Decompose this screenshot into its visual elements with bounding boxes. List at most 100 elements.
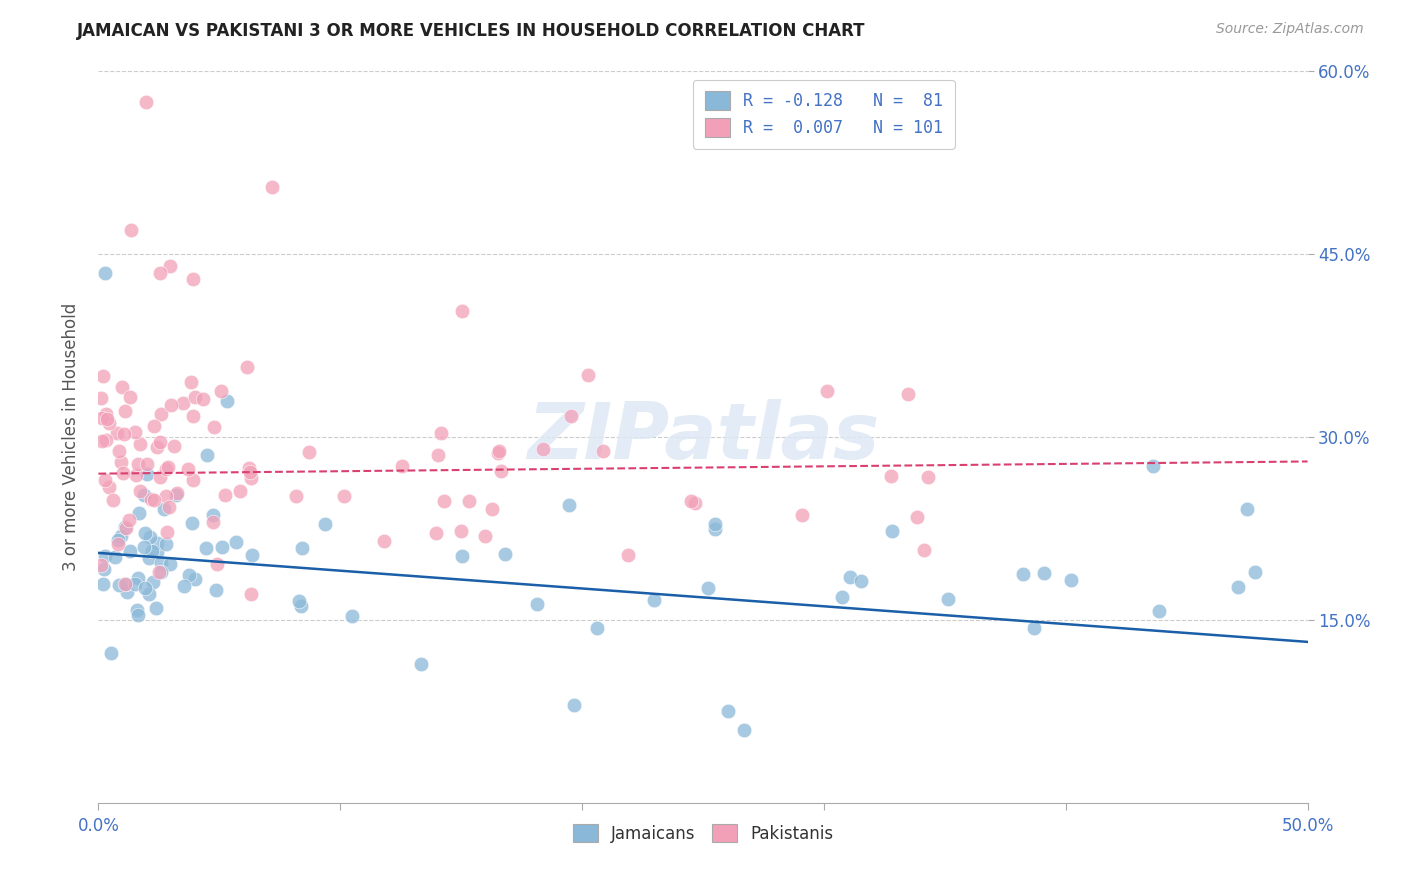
Point <box>114 577 136 591</box>
Point <box>107 578 129 592</box>
Point <box>411 657 433 671</box>
Point <box>236 359 259 374</box>
Point <box>704 516 727 531</box>
Point <box>285 489 308 503</box>
Point <box>433 493 456 508</box>
Point <box>451 549 474 564</box>
Point <box>153 502 176 516</box>
Point <box>643 593 665 607</box>
Point <box>704 522 727 536</box>
Point <box>142 492 165 507</box>
Point <box>242 548 264 562</box>
Point <box>831 590 853 604</box>
Point <box>91 434 114 448</box>
Point <box>488 443 510 458</box>
Point <box>683 496 706 510</box>
Point <box>617 548 640 562</box>
Point <box>145 601 167 615</box>
Text: Source: ZipAtlas.com: Source: ZipAtlas.com <box>1216 22 1364 37</box>
Point <box>202 515 225 529</box>
Point <box>150 407 173 421</box>
Point <box>100 646 122 660</box>
Point <box>592 443 614 458</box>
Point <box>156 524 179 539</box>
Point <box>586 621 609 635</box>
Point <box>838 570 860 584</box>
Point <box>127 457 149 471</box>
Point <box>128 483 150 498</box>
Point <box>142 575 165 590</box>
Point <box>531 442 554 457</box>
Point <box>118 513 141 527</box>
Point <box>290 599 312 613</box>
Point <box>115 521 138 535</box>
Point <box>489 464 512 478</box>
Point <box>697 581 720 595</box>
Point <box>173 579 195 593</box>
Point <box>93 562 115 576</box>
Point <box>127 608 149 623</box>
Point <box>194 541 217 555</box>
Point <box>562 698 585 713</box>
Point <box>333 489 356 503</box>
Point <box>849 574 872 588</box>
Point <box>576 368 599 383</box>
Point <box>291 541 314 556</box>
Point <box>172 396 194 410</box>
Point <box>120 223 142 237</box>
Point <box>905 510 928 524</box>
Point <box>159 557 181 571</box>
Point <box>157 460 180 475</box>
Point <box>681 494 703 508</box>
Point <box>391 459 413 474</box>
Point <box>146 440 169 454</box>
Point <box>205 582 228 597</box>
Point <box>155 489 177 503</box>
Point <box>128 506 150 520</box>
Point <box>127 571 149 585</box>
Point <box>211 541 233 555</box>
Point <box>115 585 138 599</box>
Point <box>94 473 117 487</box>
Point <box>1033 566 1056 580</box>
Point <box>159 260 181 274</box>
Point <box>110 380 132 394</box>
Point <box>94 266 117 280</box>
Point <box>201 508 224 523</box>
Point <box>107 537 129 551</box>
Point <box>882 524 904 539</box>
Point <box>96 412 118 426</box>
Point <box>124 425 146 440</box>
Point <box>149 266 172 280</box>
Point <box>107 443 129 458</box>
Point <box>215 393 238 408</box>
Point <box>815 384 838 399</box>
Point <box>214 488 236 502</box>
Point <box>1060 573 1083 587</box>
Point <box>183 572 205 586</box>
Point <box>120 544 142 558</box>
Point <box>191 392 214 407</box>
Point <box>114 520 136 534</box>
Point <box>425 526 447 541</box>
Point <box>938 592 960 607</box>
Point <box>451 303 474 318</box>
Point <box>790 508 813 522</box>
Point <box>184 390 207 404</box>
Point <box>195 448 218 462</box>
Point <box>733 723 755 737</box>
Point <box>430 425 453 440</box>
Point <box>141 491 163 506</box>
Point <box>1236 502 1258 516</box>
Point <box>134 581 156 595</box>
Point <box>880 468 903 483</box>
Point <box>1022 621 1045 635</box>
Point <box>202 420 225 434</box>
Point <box>150 565 173 579</box>
Point <box>150 556 173 570</box>
Point <box>90 558 112 572</box>
Point <box>134 526 156 541</box>
Point <box>240 587 263 601</box>
Point <box>155 461 177 475</box>
Point <box>1142 458 1164 473</box>
